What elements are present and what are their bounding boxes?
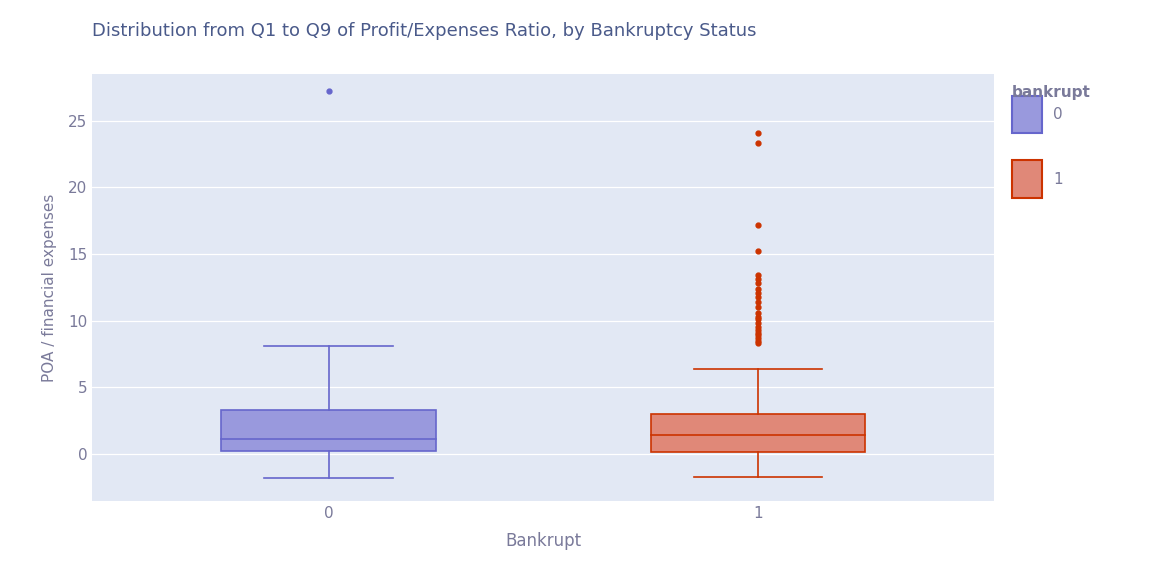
Text: bankrupt: bankrupt bbox=[1012, 85, 1090, 100]
X-axis label: Bankrupt: Bankrupt bbox=[505, 531, 581, 550]
Text: 0: 0 bbox=[1053, 107, 1062, 122]
Bar bbox=[221, 410, 436, 451]
Text: Distribution from Q1 to Q9 of Profit/Expenses Ratio, by Bankruptcy Status: Distribution from Q1 to Q9 of Profit/Exp… bbox=[92, 22, 757, 40]
Text: 1: 1 bbox=[1053, 172, 1062, 187]
Y-axis label: POA / financial expenses: POA / financial expenses bbox=[43, 193, 58, 382]
Bar bbox=[1012, 96, 1042, 133]
Bar bbox=[651, 414, 866, 452]
Bar bbox=[1012, 160, 1042, 198]
